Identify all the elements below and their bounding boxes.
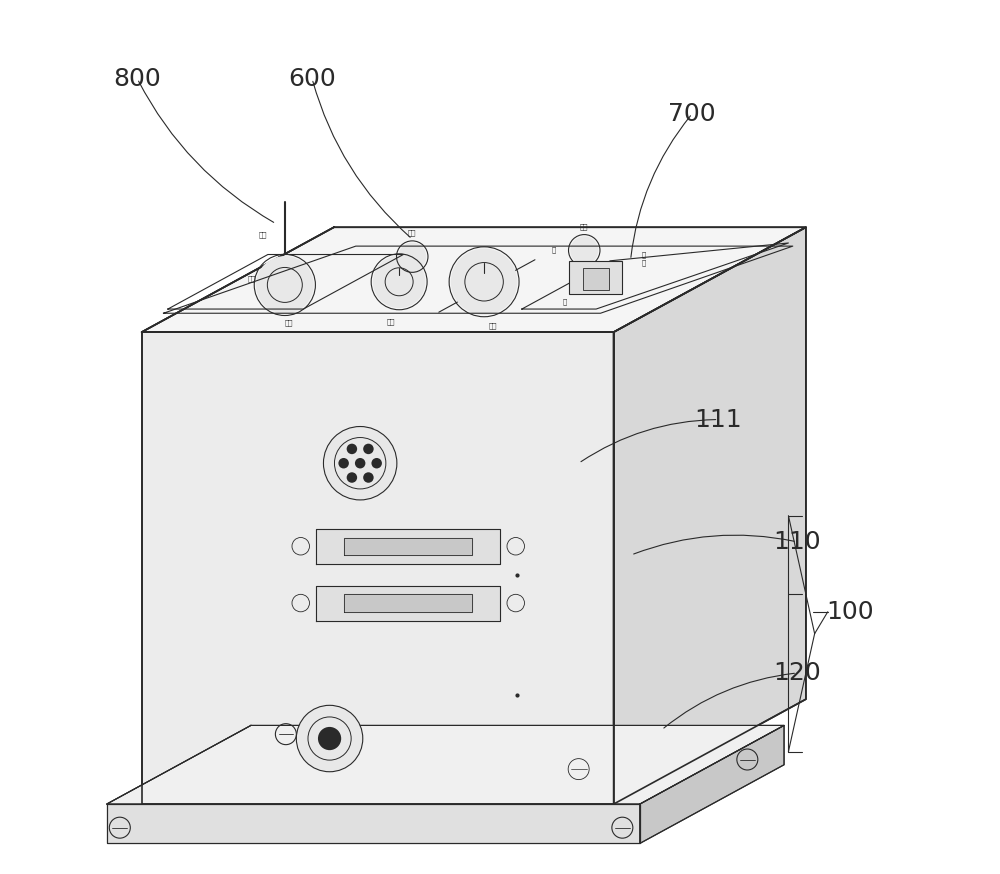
Circle shape bbox=[338, 458, 349, 468]
Polygon shape bbox=[142, 227, 806, 332]
Circle shape bbox=[363, 472, 374, 482]
Text: 800: 800 bbox=[113, 66, 161, 91]
Circle shape bbox=[256, 256, 314, 314]
Polygon shape bbox=[316, 529, 500, 564]
Polygon shape bbox=[614, 227, 806, 804]
Text: 111: 111 bbox=[695, 407, 742, 432]
Polygon shape bbox=[142, 332, 614, 804]
Circle shape bbox=[363, 444, 374, 454]
Text: 分闸: 分闸 bbox=[386, 319, 395, 325]
Text: 700: 700 bbox=[668, 101, 716, 126]
Text: 储能: 储能 bbox=[580, 224, 589, 230]
Circle shape bbox=[347, 444, 357, 454]
Circle shape bbox=[398, 243, 426, 271]
Text: 合闸: 合闸 bbox=[489, 323, 497, 329]
Polygon shape bbox=[583, 267, 609, 290]
Circle shape bbox=[373, 255, 425, 308]
Text: 遥控: 遥控 bbox=[247, 275, 256, 282]
Text: 600: 600 bbox=[288, 66, 336, 91]
Text: 开: 开 bbox=[552, 246, 556, 253]
Polygon shape bbox=[107, 804, 640, 843]
Polygon shape bbox=[640, 725, 784, 843]
Text: 本地: 本地 bbox=[285, 319, 293, 326]
Text: 电
源: 电 源 bbox=[642, 252, 646, 266]
Circle shape bbox=[451, 248, 517, 315]
Text: 120: 120 bbox=[773, 661, 821, 685]
Circle shape bbox=[323, 427, 397, 500]
Polygon shape bbox=[107, 725, 784, 804]
Circle shape bbox=[318, 727, 341, 750]
Circle shape bbox=[355, 458, 365, 468]
Text: 100: 100 bbox=[826, 600, 873, 624]
Circle shape bbox=[371, 458, 382, 468]
Circle shape bbox=[570, 236, 598, 264]
Polygon shape bbox=[344, 594, 472, 612]
Text: 关: 关 bbox=[563, 299, 567, 305]
Text: 远端: 远端 bbox=[259, 232, 267, 239]
Circle shape bbox=[347, 472, 357, 482]
Text: 110: 110 bbox=[773, 530, 821, 554]
Circle shape bbox=[296, 705, 363, 772]
Text: 推童: 推童 bbox=[408, 230, 417, 236]
Polygon shape bbox=[316, 586, 500, 621]
Polygon shape bbox=[569, 261, 622, 295]
Polygon shape bbox=[344, 538, 472, 555]
